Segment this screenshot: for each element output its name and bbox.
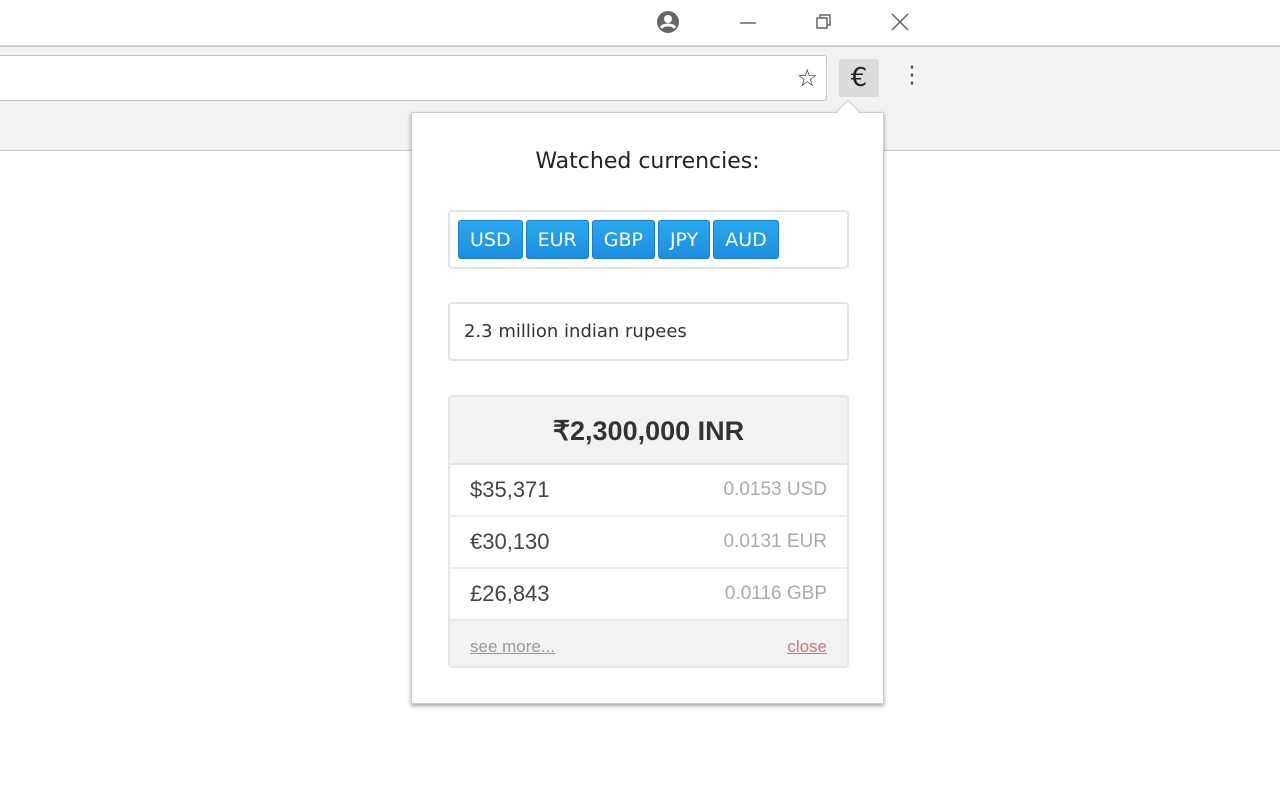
exchange-rate: 0.0153 USD: [723, 479, 827, 500]
title-bar: [0, 0, 1280, 47]
see-more-link[interactable]: see more...: [470, 636, 556, 656]
close-link[interactable]: close: [787, 636, 827, 656]
exchange-rate: 0.0131 EUR: [723, 531, 827, 552]
euro-icon: €: [850, 63, 868, 93]
currency-popup: Watched currencies: USD EUR GBP JPY AUD 2.3 …: [411, 112, 884, 704]
browser-menu-icon[interactable]: · · ·: [908, 56, 916, 97]
result-footer: see more... close: [450, 621, 847, 666]
popup-title: Watched currencies:: [535, 149, 760, 174]
conversion-query-input[interactable]: 2.3 million indian rupees: [448, 302, 849, 361]
currency-tag-aud[interactable]: AUD: [713, 220, 779, 259]
converted-amount: €30,130: [470, 529, 550, 554]
result-row: £26,843 0.0116 GBP: [450, 569, 847, 621]
conversion-result: ₹2,300,000 INR $35,371 0.0153 USD €30,130…: [448, 395, 849, 668]
currency-tag-eur[interactable]: EUR: [525, 220, 589, 259]
bookmark-star-icon[interactable]: ☆: [796, 64, 818, 92]
result-row: $35,371 0.0153 USD: [450, 465, 847, 517]
currency-tag-jpy[interactable]: JPY: [657, 220, 711, 259]
restore-icon[interactable]: [814, 12, 834, 32]
minimize-icon[interactable]: [738, 14, 758, 34]
close-window-icon[interactable]: [890, 12, 910, 32]
result-row: €30,130 0.0131 EUR: [450, 517, 847, 569]
account-icon[interactable]: [656, 10, 680, 34]
currency-tag-gbp[interactable]: GBP: [591, 220, 655, 259]
converted-amount: $35,371: [470, 477, 550, 502]
source-amount: ₹2,300,000 INR: [450, 397, 847, 465]
converted-amount: £26,843: [470, 581, 550, 606]
watched-currencies-input[interactable]: USD EUR GBP JPY AUD: [448, 210, 849, 269]
exchange-rate: 0.0116 GBP: [724, 583, 827, 604]
address-bar[interactable]: ☆: [0, 55, 827, 101]
currency-extension-button[interactable]: €: [839, 59, 879, 97]
currency-tag-usd[interactable]: USD: [458, 220, 523, 259]
